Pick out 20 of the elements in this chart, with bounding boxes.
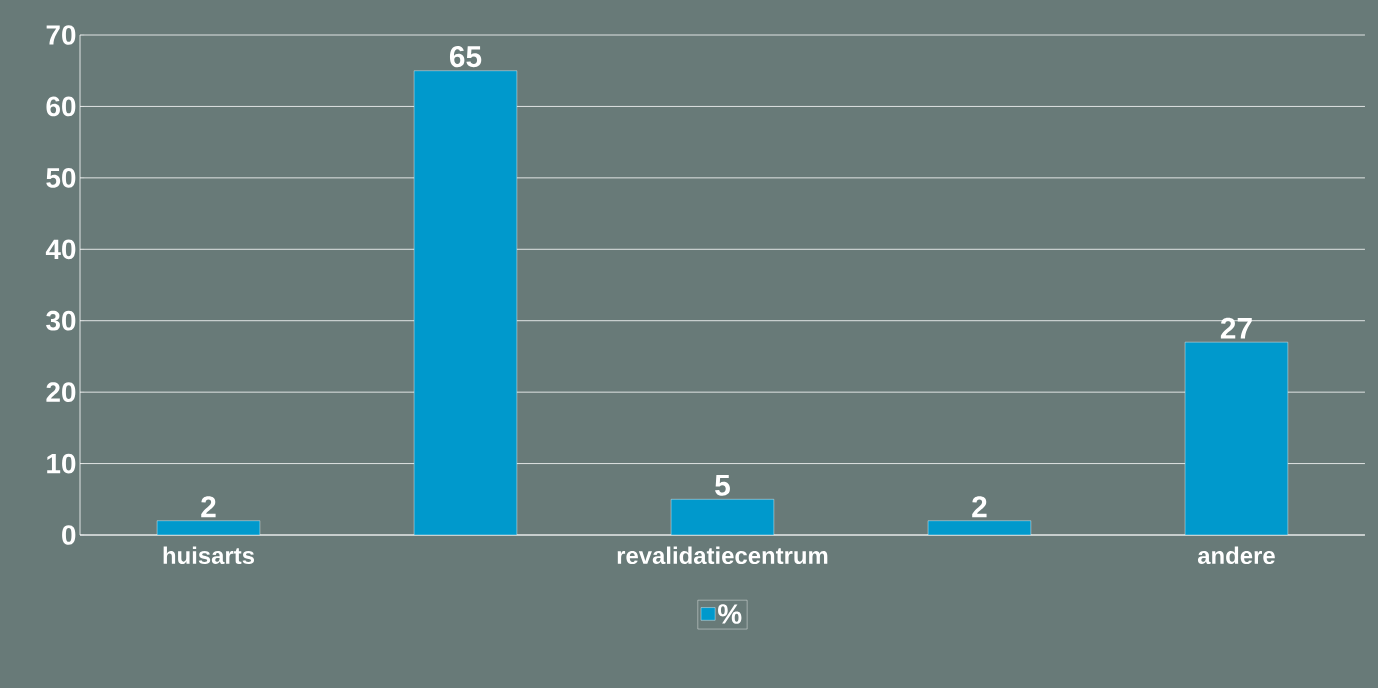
y-tick-label: 30 xyxy=(46,310,76,331)
data-label: 2 xyxy=(972,496,987,518)
data-label: 5 xyxy=(715,474,730,496)
legend-label: % xyxy=(718,604,742,624)
data-label: 2 xyxy=(201,496,216,518)
y-tick-label: 40 xyxy=(45,239,76,260)
y-tick-label: 60 xyxy=(46,96,76,117)
bar xyxy=(413,70,518,535)
y-tick-label: 0 xyxy=(62,525,76,545)
y-tick-label: 70 xyxy=(46,25,76,45)
x-tick-label: huisarts xyxy=(163,546,255,565)
x-tick-label: revalidatiecentrum xyxy=(617,546,828,565)
bar xyxy=(1184,341,1289,535)
y-tick-label: 20 xyxy=(46,382,76,403)
x-tick-label: andere xyxy=(1197,546,1275,565)
y-tick-label: 10 xyxy=(47,453,76,474)
bar xyxy=(670,499,775,535)
y-tick-label: 50 xyxy=(46,167,76,188)
data-label: 65 xyxy=(449,46,482,68)
data-label: 27 xyxy=(1220,317,1252,339)
